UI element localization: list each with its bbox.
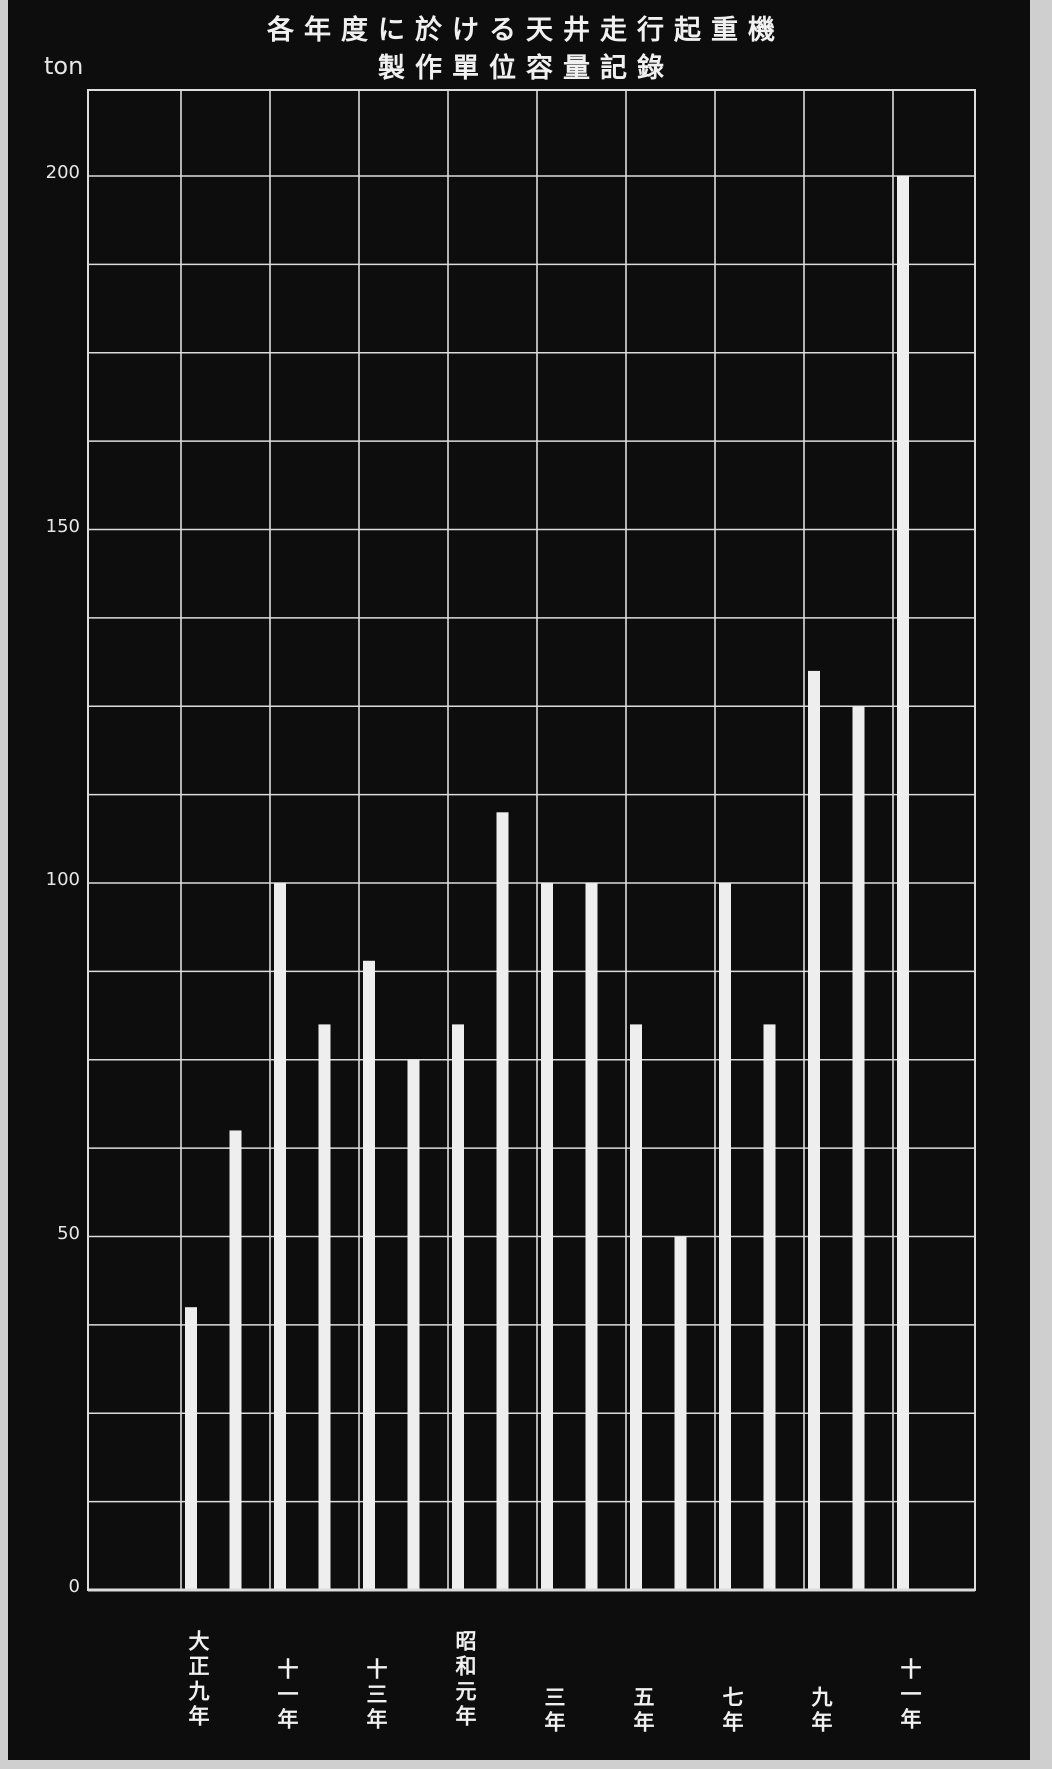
x-tick-label: 昭和元年: [453, 1630, 477, 1730]
bar-11: [674, 1236, 687, 1590]
x-tick-label: 十三年: [364, 1658, 388, 1733]
bar-2: [274, 883, 286, 1590]
bar-9: [585, 883, 598, 1590]
bar-5: [407, 1059, 420, 1590]
x-tick-label: 九年: [809, 1686, 833, 1736]
bar-10: [630, 1024, 642, 1590]
x-tick-label: 十一年: [275, 1658, 299, 1733]
y-axis-unit-label: ton: [44, 52, 84, 80]
bar-16: [897, 176, 909, 1590]
bar-1: [229, 1130, 242, 1590]
bar-15: [852, 706, 865, 1590]
bar-6: [452, 1024, 464, 1590]
x-tick-label: 三年: [542, 1686, 566, 1736]
bar-0: [185, 1307, 197, 1590]
y-tick-label: 50: [57, 1222, 80, 1244]
plot-frame: [87, 89, 976, 1591]
x-tick-label: 七年: [720, 1686, 744, 1736]
bar-13: [763, 1024, 776, 1590]
chart-title-line-2: 製作單位容量記錄: [378, 53, 674, 84]
bar-8: [541, 883, 553, 1590]
y-tick-label: 100: [45, 869, 80, 890]
x-tick-label: 大正九年: [186, 1630, 210, 1730]
bar-14: [808, 670, 820, 1590]
x-tick-label: 十一年: [898, 1658, 922, 1733]
y-tick-label: 0: [68, 1576, 80, 1597]
bar-7: [496, 812, 509, 1590]
x-tick-label: 五年: [631, 1686, 655, 1736]
bar-12: [719, 883, 731, 1590]
y-tick-label: 200: [45, 162, 80, 183]
chart-title-line-1: 各年度に於ける天井走行起重機: [267, 15, 785, 46]
bar-3: [318, 1024, 331, 1590]
y-tick-label: 150: [45, 515, 80, 537]
bar-4: [363, 960, 375, 1590]
